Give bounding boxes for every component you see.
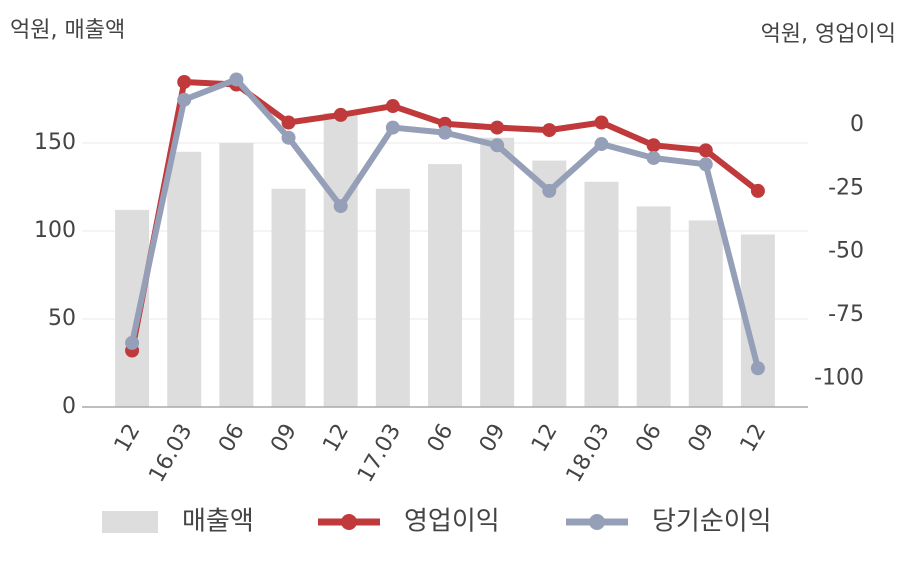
point <box>438 125 452 140</box>
y2-tick-label: -100 <box>814 365 864 390</box>
point <box>490 138 505 153</box>
x-tick-label: 06 <box>423 420 459 457</box>
point <box>281 115 296 130</box>
legend-item: 당기순이익 <box>566 507 772 537</box>
x-tick-label: 12 <box>110 420 146 457</box>
legend-label: 영업이익 <box>404 507 500 537</box>
x-tick-label: 12 <box>736 420 772 457</box>
y2-tick-label: -25 <box>828 175 864 200</box>
point <box>594 137 609 152</box>
x-tick-label: 18.03 <box>562 420 615 487</box>
point <box>125 335 140 350</box>
y2-tick-label: 0 <box>850 112 864 137</box>
y-tick-label: 100 <box>34 218 76 243</box>
x-tick-label: 16.03 <box>144 420 197 487</box>
bar <box>167 151 202 407</box>
legend-label: 매출액 <box>182 507 254 537</box>
legend-swatch <box>341 514 357 530</box>
x-tick-label: 09 <box>266 420 302 457</box>
point <box>281 130 296 145</box>
x-tick-label: 06 <box>631 420 667 457</box>
x-tick-label: 06 <box>214 420 250 457</box>
legend-label: 당기순이익 <box>652 507 772 537</box>
x-tick-label: 09 <box>475 420 511 457</box>
point <box>333 199 348 214</box>
bar <box>375 188 410 407</box>
x-tick-label: 12 <box>318 420 354 457</box>
point <box>542 183 557 198</box>
bar <box>219 143 254 407</box>
point <box>646 150 661 165</box>
point <box>490 120 505 135</box>
bar <box>636 206 671 407</box>
point <box>542 123 557 138</box>
point <box>177 74 192 89</box>
point <box>229 72 244 87</box>
point <box>594 115 609 130</box>
point <box>177 92 192 107</box>
x-tick-label: 12 <box>527 420 563 457</box>
y2-tick-label: -75 <box>828 302 864 327</box>
x-tick-label: 09 <box>684 420 720 457</box>
bar <box>532 160 567 407</box>
y2-tick-label: -50 <box>828 239 864 264</box>
point <box>750 183 765 198</box>
point <box>385 120 400 135</box>
bar <box>480 137 515 407</box>
y-unit-label: 억원, 매출액 <box>10 18 125 43</box>
point <box>750 361 765 376</box>
bar <box>584 181 619 407</box>
point <box>698 157 713 172</box>
y-tick-label: 0 <box>62 394 76 419</box>
point <box>646 138 661 153</box>
legend-swatch <box>589 514 605 530</box>
y-tick-label: 50 <box>48 306 76 331</box>
bar <box>271 188 306 407</box>
legend-swatch <box>102 511 158 533</box>
point <box>333 107 348 122</box>
point <box>385 99 400 114</box>
bar <box>688 220 723 407</box>
legend-item: 영업이익 <box>318 507 500 537</box>
point <box>698 143 713 158</box>
y2-unit-label: 억원, 영업이익 <box>761 22 896 47</box>
bar <box>323 113 358 407</box>
y-tick-label: 150 <box>34 130 76 155</box>
bar <box>428 164 462 407</box>
x-tick-label: 17.03 <box>353 420 406 487</box>
bar <box>115 209 150 407</box>
legend-item: 매출액 <box>102 507 254 537</box>
